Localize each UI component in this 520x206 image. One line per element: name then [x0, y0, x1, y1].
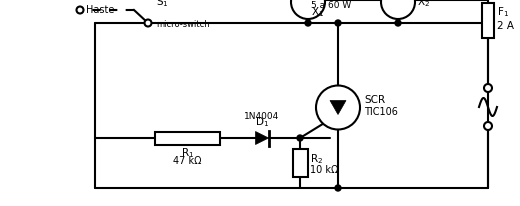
Text: 10 kΩ: 10 kΩ: [310, 165, 339, 175]
Text: micro-switch: micro-switch: [156, 20, 210, 29]
Circle shape: [395, 20, 401, 26]
Bar: [155, 131, 220, 144]
Polygon shape: [330, 101, 346, 115]
Text: X$_2$: X$_2$: [417, 0, 430, 9]
Circle shape: [484, 122, 492, 130]
Bar: [482, 3, 494, 38]
Text: S$_1$: S$_1$: [156, 0, 168, 9]
Text: 1N4004: 1N4004: [244, 111, 280, 121]
Text: SCR: SCR: [364, 95, 385, 104]
Circle shape: [335, 185, 341, 191]
Circle shape: [335, 20, 341, 26]
Text: F$_1$: F$_1$: [497, 6, 509, 19]
Text: 5 a 60 W: 5 a 60 W: [311, 1, 351, 10]
Circle shape: [145, 20, 151, 27]
Text: 2 A: 2 A: [497, 21, 514, 30]
Circle shape: [316, 85, 360, 130]
Text: TIC106: TIC106: [364, 107, 398, 117]
Text: R$_2$: R$_2$: [310, 152, 323, 166]
Bar: [292, 149, 307, 177]
Circle shape: [297, 135, 303, 141]
Text: X$_1$: X$_1$: [311, 5, 324, 19]
Text: D$_1$: D$_1$: [255, 115, 269, 129]
Circle shape: [305, 20, 311, 26]
Circle shape: [381, 0, 415, 19]
Text: Haste: Haste: [86, 5, 114, 15]
Circle shape: [76, 7, 84, 14]
Text: R$_1$: R$_1$: [181, 146, 194, 160]
Circle shape: [291, 0, 325, 19]
Text: 47 kΩ: 47 kΩ: [173, 156, 202, 165]
Circle shape: [484, 84, 492, 92]
Polygon shape: [255, 131, 268, 144]
